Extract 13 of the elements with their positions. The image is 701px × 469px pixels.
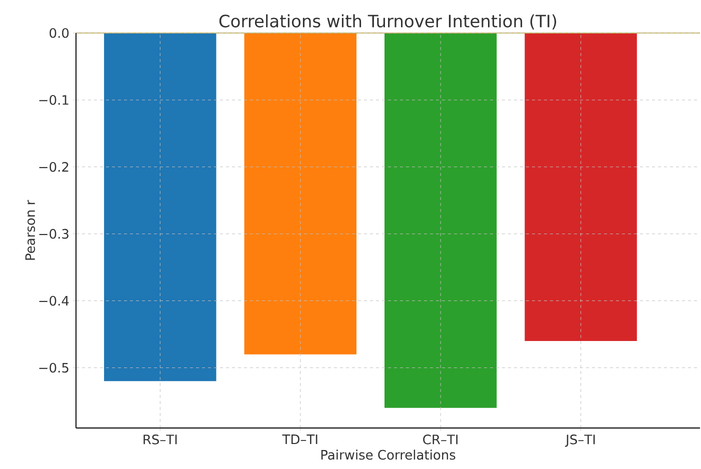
y-tick-label: −0.1 bbox=[39, 95, 68, 105]
x-tick-label: TD–TI bbox=[282, 434, 318, 444]
y-tick-label: −0.4 bbox=[39, 296, 69, 306]
y-tick-label: −0.3 bbox=[39, 228, 68, 239]
y-tick-label: −0.5 bbox=[39, 362, 68, 373]
x-axis-title: Pairwise Correlations bbox=[321, 450, 456, 460]
y-tick-label: −0.2 bbox=[39, 162, 68, 172]
chart-title: Correlations with Turnover Intention (TI) bbox=[219, 14, 556, 30]
y-tick-label: 0.0 bbox=[50, 28, 69, 38]
x-tick-label: CR–TI bbox=[423, 434, 458, 444]
x-tick-label: JS–TI bbox=[564, 434, 595, 447]
x-tick-label: RS–TI bbox=[144, 434, 177, 444]
y-axis-title: Pearson r bbox=[25, 200, 36, 260]
